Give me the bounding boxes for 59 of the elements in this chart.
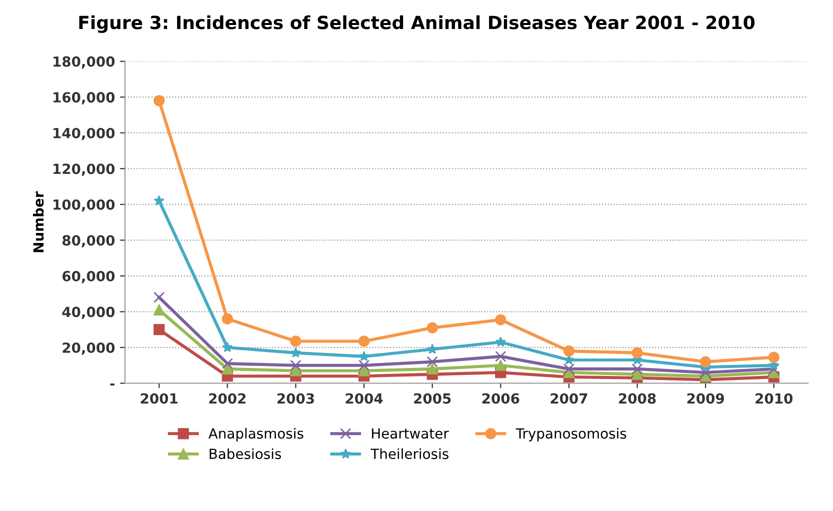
x-tick-label: 2008 (619, 393, 656, 404)
y-tick-label: 140,000 (54, 128, 115, 140)
x-tick-label: 2010 (756, 393, 793, 404)
point (700, 356, 712, 368)
y-tick-label: 80,000 (62, 235, 115, 248)
point (290, 336, 302, 347)
y-tick-label: 40,000 (62, 306, 115, 319)
point (495, 314, 506, 326)
point (358, 336, 370, 347)
x-tick-label: 2005 (414, 393, 451, 404)
point (358, 365, 370, 376)
point (426, 322, 438, 334)
x-tick-label: 2007 (550, 393, 588, 404)
point (632, 363, 643, 374)
y-axis-title: Number (32, 191, 44, 252)
chart-title: Figure 3: Incidences of Selected Animal Diseases Year 2001 - 2010 (79, 15, 755, 33)
point (427, 344, 438, 354)
point (768, 352, 780, 363)
point (426, 356, 438, 368)
y-tick-label: 20,000 (62, 342, 115, 355)
point (154, 195, 164, 206)
legend-label: Trypanosomosis (516, 428, 626, 442)
y-tick-label: 160,000 (54, 92, 115, 104)
y-tick-label: 60,000 (62, 270, 115, 284)
y-tick-label: 180,000 (54, 56, 115, 69)
legend-label: Anaplasmosis (208, 428, 304, 442)
point (222, 313, 233, 324)
x-tick-label: 2006 (482, 393, 520, 404)
point (154, 324, 165, 336)
x-tick-label: 2009 (687, 393, 724, 404)
point (154, 292, 165, 303)
point (495, 350, 506, 362)
point (290, 360, 302, 371)
point (700, 366, 712, 378)
point (632, 347, 643, 358)
y-tick-label: 120,000 (54, 164, 115, 176)
point (290, 365, 302, 376)
point (563, 346, 574, 357)
legend-label: Theileriosis (370, 448, 448, 460)
x-tick-label: 2002 (209, 393, 246, 404)
x-tick-label: 2001 (140, 393, 178, 404)
point (154, 95, 165, 106)
point (222, 342, 233, 352)
point (768, 363, 780, 374)
point (222, 358, 233, 370)
x-tick-label: 2003 (277, 393, 314, 404)
point (358, 360, 370, 371)
point (426, 363, 438, 374)
point (495, 360, 506, 371)
legend-label: Babesiosis (210, 448, 282, 460)
y-tick-label: 100,000 (54, 199, 115, 212)
point (495, 336, 506, 347)
point (358, 350, 370, 362)
y-tick-label: - (110, 384, 114, 386)
point (290, 347, 302, 358)
point (563, 363, 574, 374)
x-tick-label: 2004 (346, 393, 383, 404)
legend-label: Heartwater (372, 428, 449, 439)
point (154, 304, 165, 316)
